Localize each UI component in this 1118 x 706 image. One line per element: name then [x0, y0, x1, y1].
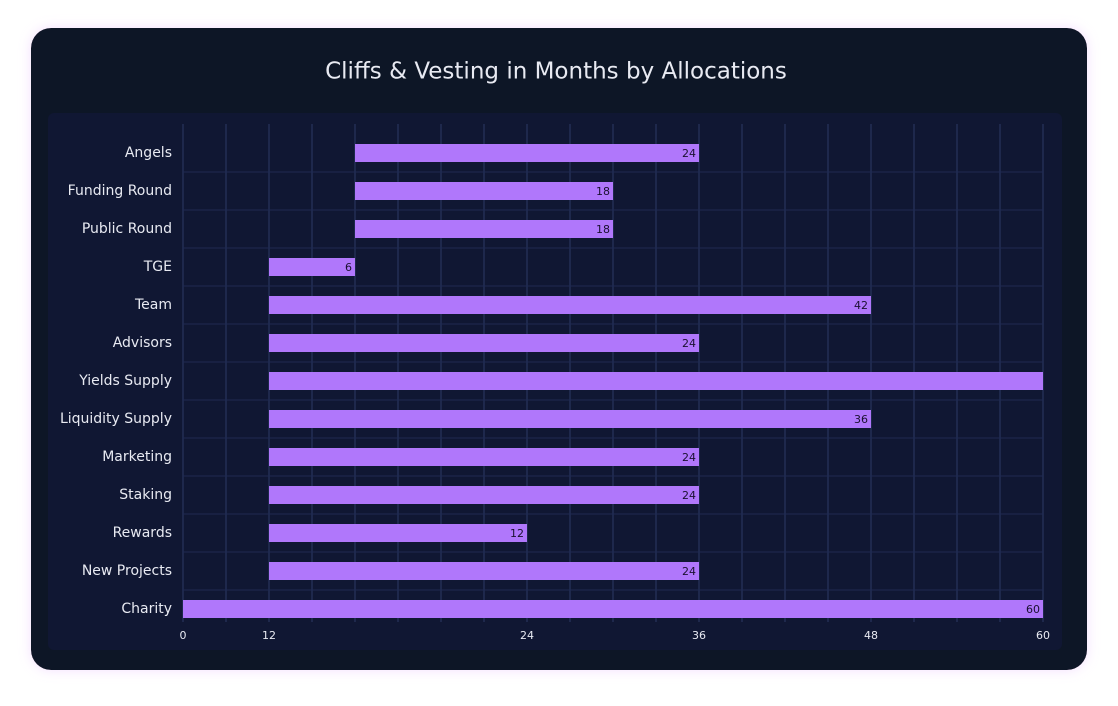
y-tick-label: New Projects: [82, 563, 172, 579]
data-label: 24: [682, 565, 696, 578]
chart-title: Cliffs & Vesting in Months by Allocation…: [325, 59, 787, 85]
bar: [269, 486, 699, 504]
bar: [269, 296, 871, 314]
y-tick-label: Funding Round: [68, 183, 172, 199]
x-tick-label: 0: [180, 629, 187, 642]
bar: [269, 372, 1043, 390]
y-tick-label: Yields Supply: [78, 373, 172, 389]
data-label: 6: [345, 261, 352, 274]
data-label: 24: [682, 147, 696, 160]
data-label: 24: [682, 337, 696, 350]
y-tick-label: Public Round: [82, 221, 172, 237]
bar: [355, 144, 699, 162]
y-tick-label: Marketing: [102, 449, 172, 465]
y-tick-label: Staking: [119, 487, 172, 503]
data-label: 36: [854, 413, 868, 426]
bar: [269, 562, 699, 580]
x-tick-label: 60: [1036, 629, 1050, 642]
bar: [183, 600, 1043, 618]
bar: [269, 448, 699, 466]
y-tick-label: TGE: [143, 259, 172, 275]
data-label: 24: [682, 489, 696, 502]
y-tick-label: Advisors: [113, 335, 172, 351]
bar: [269, 524, 527, 542]
y-tick-label: Team: [134, 297, 172, 313]
bar: [269, 334, 699, 352]
y-tick-label: Liquidity Supply: [60, 411, 172, 427]
y-tick-label: Angels: [125, 145, 172, 161]
y-tick-label: Rewards: [113, 525, 172, 541]
x-tick-label: 24: [520, 629, 534, 642]
data-label: 60: [1026, 603, 1040, 616]
x-tick-label: 48: [864, 629, 878, 642]
bar: [269, 410, 871, 428]
data-label: 18: [596, 185, 610, 198]
data-label: 42: [854, 299, 868, 312]
bar: [355, 220, 613, 238]
data-label: 18: [596, 223, 610, 236]
y-tick-label: Charity: [121, 601, 172, 617]
x-tick-label: 36: [692, 629, 706, 642]
bar: [269, 258, 355, 276]
data-label: 12: [510, 527, 524, 540]
x-tick-label: 12: [262, 629, 276, 642]
data-label: 24: [682, 451, 696, 464]
bar: [355, 182, 613, 200]
